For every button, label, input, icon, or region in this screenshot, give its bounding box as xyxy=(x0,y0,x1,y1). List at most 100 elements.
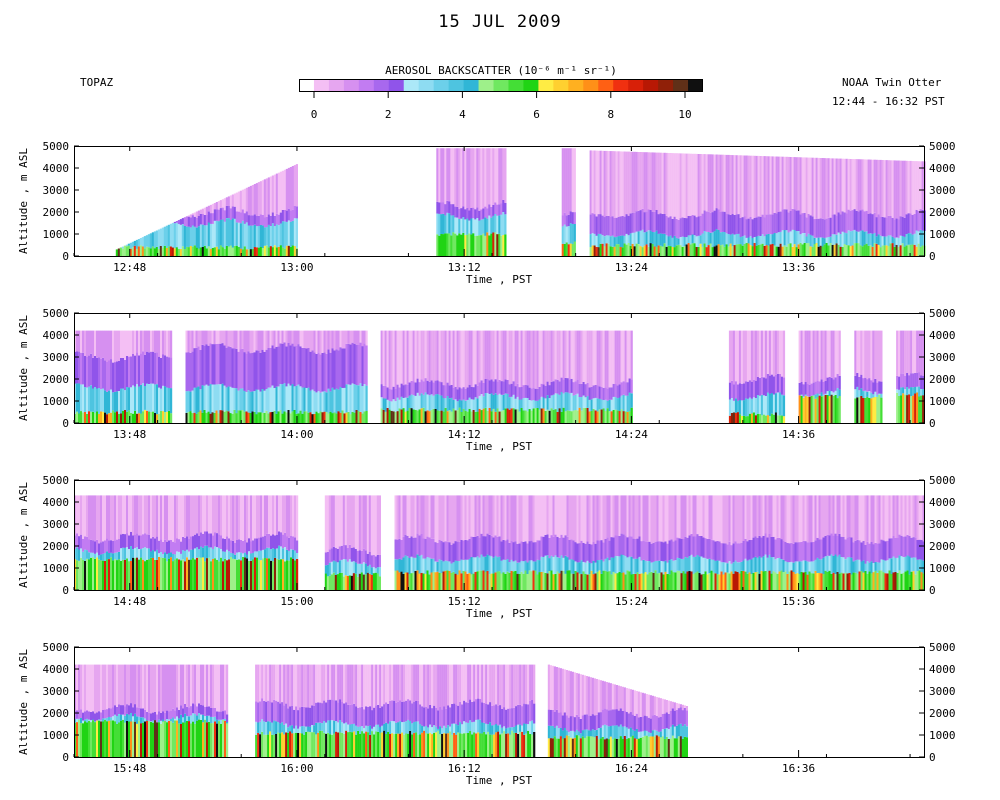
backscatter-column xyxy=(140,413,143,423)
backscatter-column xyxy=(728,561,731,574)
backscatter-column xyxy=(671,153,674,219)
backscatter-column xyxy=(800,330,803,382)
backscatter-column xyxy=(278,545,281,560)
backscatter-column xyxy=(202,664,205,706)
backscatter-column xyxy=(210,547,213,562)
backscatter-column xyxy=(84,356,87,387)
backscatter-column xyxy=(821,237,824,247)
backscatter-column xyxy=(747,237,750,244)
backscatter-column xyxy=(138,386,141,414)
backscatter-column xyxy=(275,247,278,256)
backscatter-column xyxy=(895,218,898,238)
backscatter-column xyxy=(474,537,477,558)
backscatter-column xyxy=(446,561,449,571)
backscatter-column xyxy=(649,209,652,231)
backscatter-column xyxy=(817,237,820,247)
colorbar-swatch xyxy=(508,79,525,92)
backscatter-column xyxy=(166,719,169,723)
backscatter-column xyxy=(728,330,732,383)
backscatter-column xyxy=(586,407,589,423)
backscatter-column xyxy=(736,543,739,563)
backscatter-column xyxy=(905,160,908,215)
backscatter-column xyxy=(377,724,380,732)
backscatter-column xyxy=(691,243,694,256)
backscatter-column xyxy=(311,732,314,757)
backscatter-column xyxy=(100,542,103,555)
backscatter-column xyxy=(400,330,403,384)
backscatter-column xyxy=(335,700,338,721)
backscatter-column xyxy=(213,247,216,256)
backscatter-column xyxy=(134,495,137,535)
backscatter-column xyxy=(712,540,715,560)
backscatter-column xyxy=(697,247,700,256)
backscatter-column xyxy=(470,399,473,412)
backscatter-column xyxy=(602,561,605,571)
backscatter-column xyxy=(344,545,347,560)
backscatter-column xyxy=(482,408,485,423)
backscatter-column xyxy=(898,495,901,535)
backscatter-column xyxy=(468,539,471,559)
backscatter-column xyxy=(363,330,366,344)
backscatter-column xyxy=(237,211,240,223)
backscatter-column xyxy=(570,559,573,574)
backscatter-column xyxy=(780,394,784,416)
backscatter-column xyxy=(257,226,260,248)
backscatter-column xyxy=(92,540,95,553)
backscatter-column xyxy=(512,571,515,590)
backscatter-column xyxy=(162,541,165,555)
backscatter-column xyxy=(898,555,901,571)
backscatter-column xyxy=(134,664,137,705)
backscatter-column xyxy=(392,411,395,423)
backscatter-column xyxy=(392,399,395,412)
backscatter-column xyxy=(637,244,640,256)
backscatter-column xyxy=(617,216,620,237)
backscatter-column xyxy=(206,531,209,546)
backscatter-column xyxy=(718,574,721,590)
backscatter-column xyxy=(814,381,817,395)
backscatter-column xyxy=(844,559,847,573)
backscatter-column xyxy=(604,495,607,539)
backscatter-column xyxy=(524,541,527,561)
backscatter-column xyxy=(154,551,157,560)
backscatter-column xyxy=(359,664,362,708)
backscatter-column xyxy=(438,394,441,411)
backscatter-column xyxy=(229,413,232,423)
backscatter-column xyxy=(736,412,740,423)
backscatter-column xyxy=(711,232,714,247)
backscatter-column xyxy=(528,495,531,542)
backscatter-column xyxy=(566,557,569,571)
backscatter-column xyxy=(426,394,429,411)
backscatter-column xyxy=(922,541,925,561)
backscatter-column xyxy=(100,554,103,561)
backscatter-column xyxy=(90,411,93,423)
backscatter-column xyxy=(854,398,857,423)
backscatter-column xyxy=(257,702,260,723)
backscatter-column xyxy=(476,330,479,386)
backscatter-column xyxy=(608,399,611,412)
backscatter-column xyxy=(796,561,799,574)
backscatter-column xyxy=(768,495,771,534)
backscatter-column xyxy=(862,572,865,590)
backscatter-column xyxy=(450,544,453,564)
backscatter-column xyxy=(363,728,366,734)
backscatter-column xyxy=(609,236,612,247)
backscatter-column xyxy=(560,495,563,535)
backscatter-column xyxy=(502,381,505,395)
y-axis-label: Altitude , m ASL xyxy=(17,148,30,254)
backscatter-column xyxy=(594,573,597,590)
backscatter-column xyxy=(752,412,756,423)
backscatter-column xyxy=(180,705,183,715)
backscatter-column xyxy=(208,533,211,548)
backscatter-column xyxy=(436,234,439,256)
backscatter-column xyxy=(660,572,663,590)
backscatter-column xyxy=(870,398,873,423)
backscatter-column xyxy=(363,384,366,412)
backscatter-column xyxy=(690,495,693,534)
backscatter-column xyxy=(808,396,811,423)
backscatter-column xyxy=(346,561,349,576)
backscatter-column xyxy=(203,385,206,410)
backscatter-column xyxy=(834,377,837,391)
backscatter-column xyxy=(327,699,330,721)
backscatter-column xyxy=(104,540,107,553)
backscatter-column xyxy=(86,710,89,719)
